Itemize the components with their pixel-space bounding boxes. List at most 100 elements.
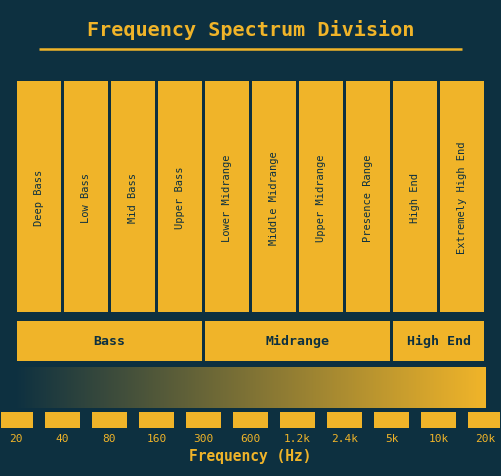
Bar xyxy=(29,367,31,408)
Bar xyxy=(45,367,47,408)
Bar xyxy=(421,412,456,428)
Bar xyxy=(216,367,218,408)
Bar xyxy=(209,367,211,408)
Bar xyxy=(343,367,346,408)
Bar xyxy=(296,367,299,408)
Bar xyxy=(154,367,156,408)
Bar xyxy=(36,367,38,408)
Bar xyxy=(327,412,362,428)
Bar xyxy=(476,367,478,408)
Text: Frequency (Hz): Frequency (Hz) xyxy=(189,448,312,463)
Bar xyxy=(395,367,397,408)
Bar xyxy=(182,367,184,408)
Bar xyxy=(400,367,402,408)
Bar xyxy=(175,367,177,408)
Bar xyxy=(292,367,294,408)
Bar xyxy=(365,367,367,408)
Bar xyxy=(374,412,409,428)
Text: Presence Range: Presence Range xyxy=(363,154,373,241)
Bar xyxy=(160,367,162,408)
Bar xyxy=(278,367,280,408)
Bar xyxy=(428,367,430,408)
Bar xyxy=(335,367,337,408)
Bar xyxy=(188,367,190,408)
Bar xyxy=(56,367,58,408)
Bar xyxy=(189,367,191,408)
Bar xyxy=(205,321,390,361)
Bar xyxy=(373,367,375,408)
Bar xyxy=(467,412,501,428)
Bar xyxy=(407,367,409,408)
Bar xyxy=(92,412,127,428)
Bar xyxy=(437,367,439,408)
Bar xyxy=(227,367,229,408)
Bar xyxy=(349,367,351,408)
Bar xyxy=(302,367,304,408)
Bar xyxy=(399,367,401,408)
Bar xyxy=(461,367,463,408)
Bar xyxy=(50,367,52,408)
Bar xyxy=(159,367,161,408)
Bar xyxy=(370,367,372,408)
Bar xyxy=(127,367,129,408)
Bar xyxy=(258,367,260,408)
Bar xyxy=(273,367,275,408)
Text: High End: High End xyxy=(406,335,470,347)
Bar xyxy=(158,82,202,313)
Bar xyxy=(63,367,65,408)
Bar xyxy=(115,367,117,408)
Bar xyxy=(47,367,49,408)
Bar xyxy=(465,367,467,408)
Bar xyxy=(168,367,170,408)
Bar xyxy=(68,367,71,408)
Bar xyxy=(226,367,228,408)
Bar xyxy=(77,367,79,408)
Bar xyxy=(414,367,416,408)
Bar xyxy=(171,367,173,408)
Text: Mid Bass: Mid Bass xyxy=(128,173,138,222)
Bar xyxy=(205,367,207,408)
Bar xyxy=(451,367,453,408)
Bar xyxy=(111,82,155,313)
Bar xyxy=(192,367,194,408)
Bar xyxy=(456,367,458,408)
Bar xyxy=(312,367,314,408)
Text: 20: 20 xyxy=(9,433,22,443)
Bar xyxy=(208,367,210,408)
Bar xyxy=(259,367,261,408)
Bar xyxy=(389,367,391,408)
Bar xyxy=(94,367,96,408)
Bar xyxy=(17,82,61,313)
Bar xyxy=(85,367,87,408)
Bar xyxy=(266,367,268,408)
Text: 300: 300 xyxy=(193,433,213,443)
Bar xyxy=(179,367,181,408)
Bar xyxy=(252,82,296,313)
Bar xyxy=(163,367,166,408)
Bar xyxy=(257,367,259,408)
Bar xyxy=(267,367,269,408)
Bar xyxy=(17,321,202,361)
Bar xyxy=(294,367,296,408)
Bar xyxy=(355,367,357,408)
Bar xyxy=(90,367,92,408)
Bar xyxy=(166,367,168,408)
Bar xyxy=(53,367,55,408)
Bar xyxy=(241,367,243,408)
Bar xyxy=(92,367,94,408)
Bar xyxy=(315,367,317,408)
Bar xyxy=(215,367,217,408)
Bar xyxy=(404,367,406,408)
Bar xyxy=(120,367,122,408)
Bar xyxy=(268,367,270,408)
Bar xyxy=(140,367,142,408)
Bar xyxy=(425,367,428,408)
Bar xyxy=(126,367,128,408)
Bar xyxy=(458,367,460,408)
Text: 10k: 10k xyxy=(428,433,448,443)
Bar xyxy=(286,367,288,408)
Bar xyxy=(74,367,76,408)
Bar xyxy=(442,367,444,408)
Bar xyxy=(186,412,221,428)
Text: Middle Midrange: Middle Midrange xyxy=(269,151,279,244)
